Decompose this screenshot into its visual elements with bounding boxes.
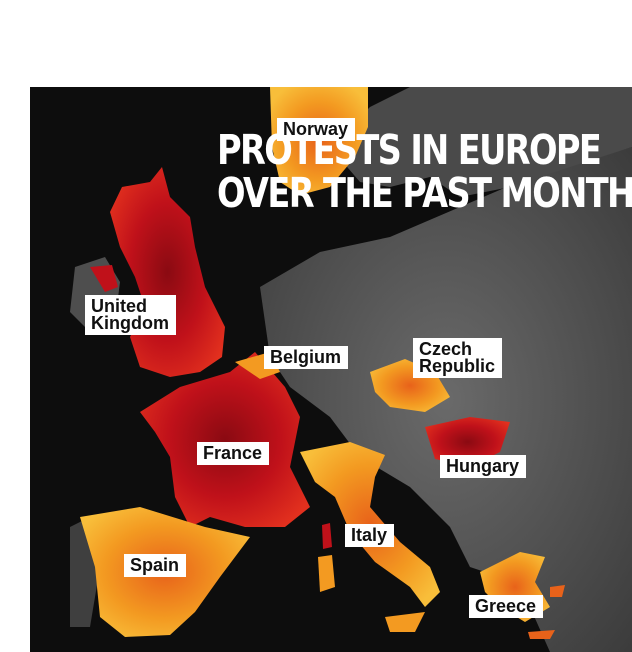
- title-line-2: OVER THE PAST MONTH: [217, 169, 632, 217]
- sardinia-shape: [318, 555, 335, 592]
- label-france-text: France: [203, 443, 263, 463]
- scandinavia-land: [330, 87, 632, 197]
- label-uk-line1: United: [91, 296, 147, 316]
- label-greece: Greece: [469, 595, 544, 618]
- label-france: France: [197, 442, 270, 465]
- map-title: PROTESTS IN EUROPE OVER THE PAST MONTH: [217, 129, 632, 215]
- label-spain: Spain: [124, 554, 187, 577]
- greece-islands: [528, 585, 565, 639]
- label-hungary-text: Hungary: [446, 456, 520, 476]
- label-belgium: Belgium: [264, 346, 349, 369]
- label-czech-line1: Czech: [419, 339, 473, 359]
- continental-land: [260, 147, 632, 652]
- label-norway-text: Norway: [283, 119, 349, 139]
- label-belgium-text: Belgium: [270, 347, 342, 367]
- ireland-red-patch: [90, 265, 118, 292]
- label-uk-line2: Kingdom: [91, 313, 169, 333]
- label-czech-line2: Republic: [419, 356, 496, 376]
- label-hungary: Hungary: [440, 455, 527, 478]
- sicily-shape: [385, 612, 425, 632]
- label-italy: Italy: [345, 524, 395, 547]
- uk-shape: [110, 167, 225, 377]
- corsica-shape: [322, 523, 332, 549]
- label-greece-text: Greece: [475, 596, 537, 616]
- label-italy-text: Italy: [351, 525, 388, 545]
- label-spain-text: Spain: [130, 555, 180, 575]
- hungary-shape: [425, 417, 510, 467]
- label-czech-republic: Czech Republic: [413, 338, 503, 378]
- label-norway: Norway: [277, 118, 356, 141]
- france-shape: [140, 352, 310, 527]
- label-united-kingdom: United Kingdom: [85, 295, 176, 335]
- norway-shape: [270, 87, 368, 195]
